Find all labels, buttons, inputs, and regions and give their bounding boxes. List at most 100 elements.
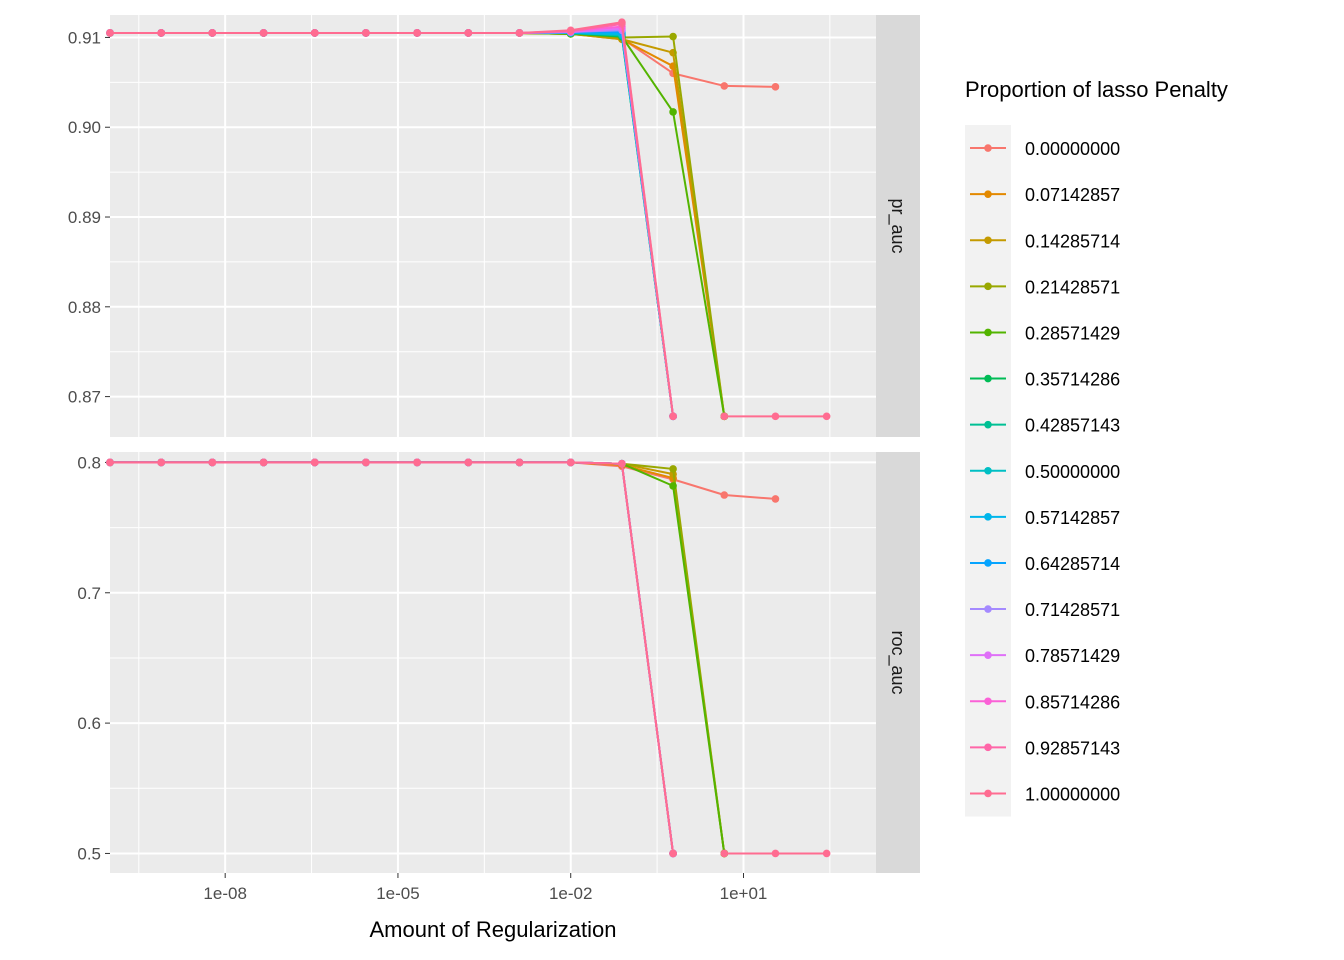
data-point (771, 412, 780, 421)
data-point (720, 82, 729, 90)
panel-background (110, 15, 876, 437)
legend-label: 0.21428571 (1025, 277, 1120, 297)
legend-item: 0.57142857 (970, 508, 1120, 528)
legend-label: 0.35714286 (1025, 370, 1120, 390)
data-point (669, 849, 677, 858)
data-point (208, 458, 217, 467)
facet-strip (876, 15, 920, 437)
data-point (515, 29, 524, 37)
legend-label: 0.07142857 (1025, 185, 1120, 205)
chart-panels: 0.87 0.88 0.89 0.90 0.91 pr_auc 0.5 0.6 0.7 0.8 ro… (68, 15, 920, 903)
data-point (208, 29, 217, 37)
facet-panel-roc_auc: 0.5 0.6 0.7 0.8 roc_auc (77, 452, 920, 873)
legend-key-point (984, 743, 992, 752)
data-point (310, 29, 319, 37)
data-point (157, 29, 165, 37)
legend-key-point (984, 190, 992, 198)
legend-label: 0.92857143 (1025, 738, 1120, 758)
legend-label: 0.50000000 (1025, 462, 1120, 482)
legend-item: 0.35714286 (970, 370, 1120, 390)
legend-item: 0.71428571 (970, 600, 1120, 620)
data-point (720, 849, 729, 858)
y-tick-label: 0.5 (77, 844, 101, 863)
y-tick-label: 0.88 (68, 298, 101, 317)
y-tick-label: 0.6 (77, 714, 101, 733)
data-point (771, 849, 780, 858)
data-point (566, 26, 575, 35)
legend-key-point (984, 144, 992, 152)
data-point (362, 29, 370, 37)
data-point (310, 458, 319, 467)
data-point (669, 32, 677, 41)
legend-item: 0.00000000 (970, 139, 1120, 159)
facet-strip (876, 452, 920, 873)
y-tick-label: 0.90 (68, 118, 101, 137)
y-tick-label: 0.89 (68, 208, 101, 227)
legend-label: 0.85714286 (1025, 692, 1120, 712)
legend-label: 0.71428571 (1025, 600, 1120, 620)
legend-key-point (984, 374, 992, 383)
data-point (822, 849, 831, 858)
legend-key-point (984, 605, 992, 613)
data-point (618, 459, 626, 468)
legend-key-point (984, 697, 992, 706)
series-line (110, 21, 675, 417)
legend-item: 0.42857143 (970, 416, 1120, 436)
legend-key-point (984, 328, 992, 337)
legend-key-point (984, 513, 992, 521)
data-point (515, 458, 524, 467)
y-tick-label: 0.91 (68, 28, 101, 47)
legend-item: 0.92857143 (970, 738, 1120, 758)
legend-key-point (984, 559, 992, 567)
x-tick-label: 1e-05 (376, 884, 419, 903)
data-point (464, 29, 473, 37)
data-point (822, 412, 831, 421)
legend-label: 0.57142857 (1025, 508, 1120, 528)
data-point (669, 465, 677, 473)
data-point (566, 458, 575, 467)
legend-label: 0.28571429 (1025, 323, 1120, 343)
legend-item: 0.07142857 (970, 185, 1120, 205)
data-point (157, 458, 165, 467)
x-axis-title: Amount of Regularization (369, 917, 616, 942)
data-point (362, 458, 370, 467)
legend-item: 0.85714286 (970, 692, 1120, 712)
data-point (259, 458, 268, 467)
legend: Proportion of lasso Penalty 0.00000000 0.… (965, 77, 1228, 817)
data-point (669, 482, 677, 490)
data-point (618, 18, 626, 26)
x-tick-label: 1e+01 (720, 884, 768, 903)
data-point (669, 108, 677, 116)
legend-key-point (984, 236, 992, 245)
legend-key-point (984, 466, 992, 475)
legend-label: 0.64285714 (1025, 554, 1120, 574)
legend-label: 0.00000000 (1025, 139, 1120, 159)
legend-item: 0.78571429 (970, 646, 1120, 666)
data-point (106, 458, 114, 467)
facet-strip-label: roc_auc (887, 630, 908, 694)
legend-label: 0.78571429 (1025, 646, 1120, 666)
data-point (669, 412, 677, 421)
facet-strip-label: pr_auc (887, 198, 908, 253)
legend-label: 1.00000000 (1025, 784, 1120, 804)
legend-item: 0.14285714 (970, 231, 1120, 251)
legend-key-point (984, 282, 992, 291)
legend-title: Proportion of lasso Penalty (965, 77, 1228, 102)
x-tick-label: 1e-02 (549, 884, 592, 903)
legend-item: 0.50000000 (970, 462, 1120, 482)
legend-key-point (984, 651, 992, 659)
legend-item: 0.28571429 (970, 323, 1120, 343)
legend-item: 1.00000000 (970, 784, 1120, 804)
data-point (771, 495, 780, 503)
series-line (110, 461, 675, 854)
y-tick-label: 0.87 (68, 388, 101, 407)
legend-key-point (984, 789, 992, 798)
legend-key-point (984, 420, 992, 429)
data-point (720, 412, 729, 421)
y-tick-label: 0.8 (77, 453, 101, 472)
data-point (413, 458, 421, 467)
data-point (771, 83, 780, 91)
panel-background (110, 452, 876, 873)
legend-item: 0.21428571 (970, 277, 1120, 297)
